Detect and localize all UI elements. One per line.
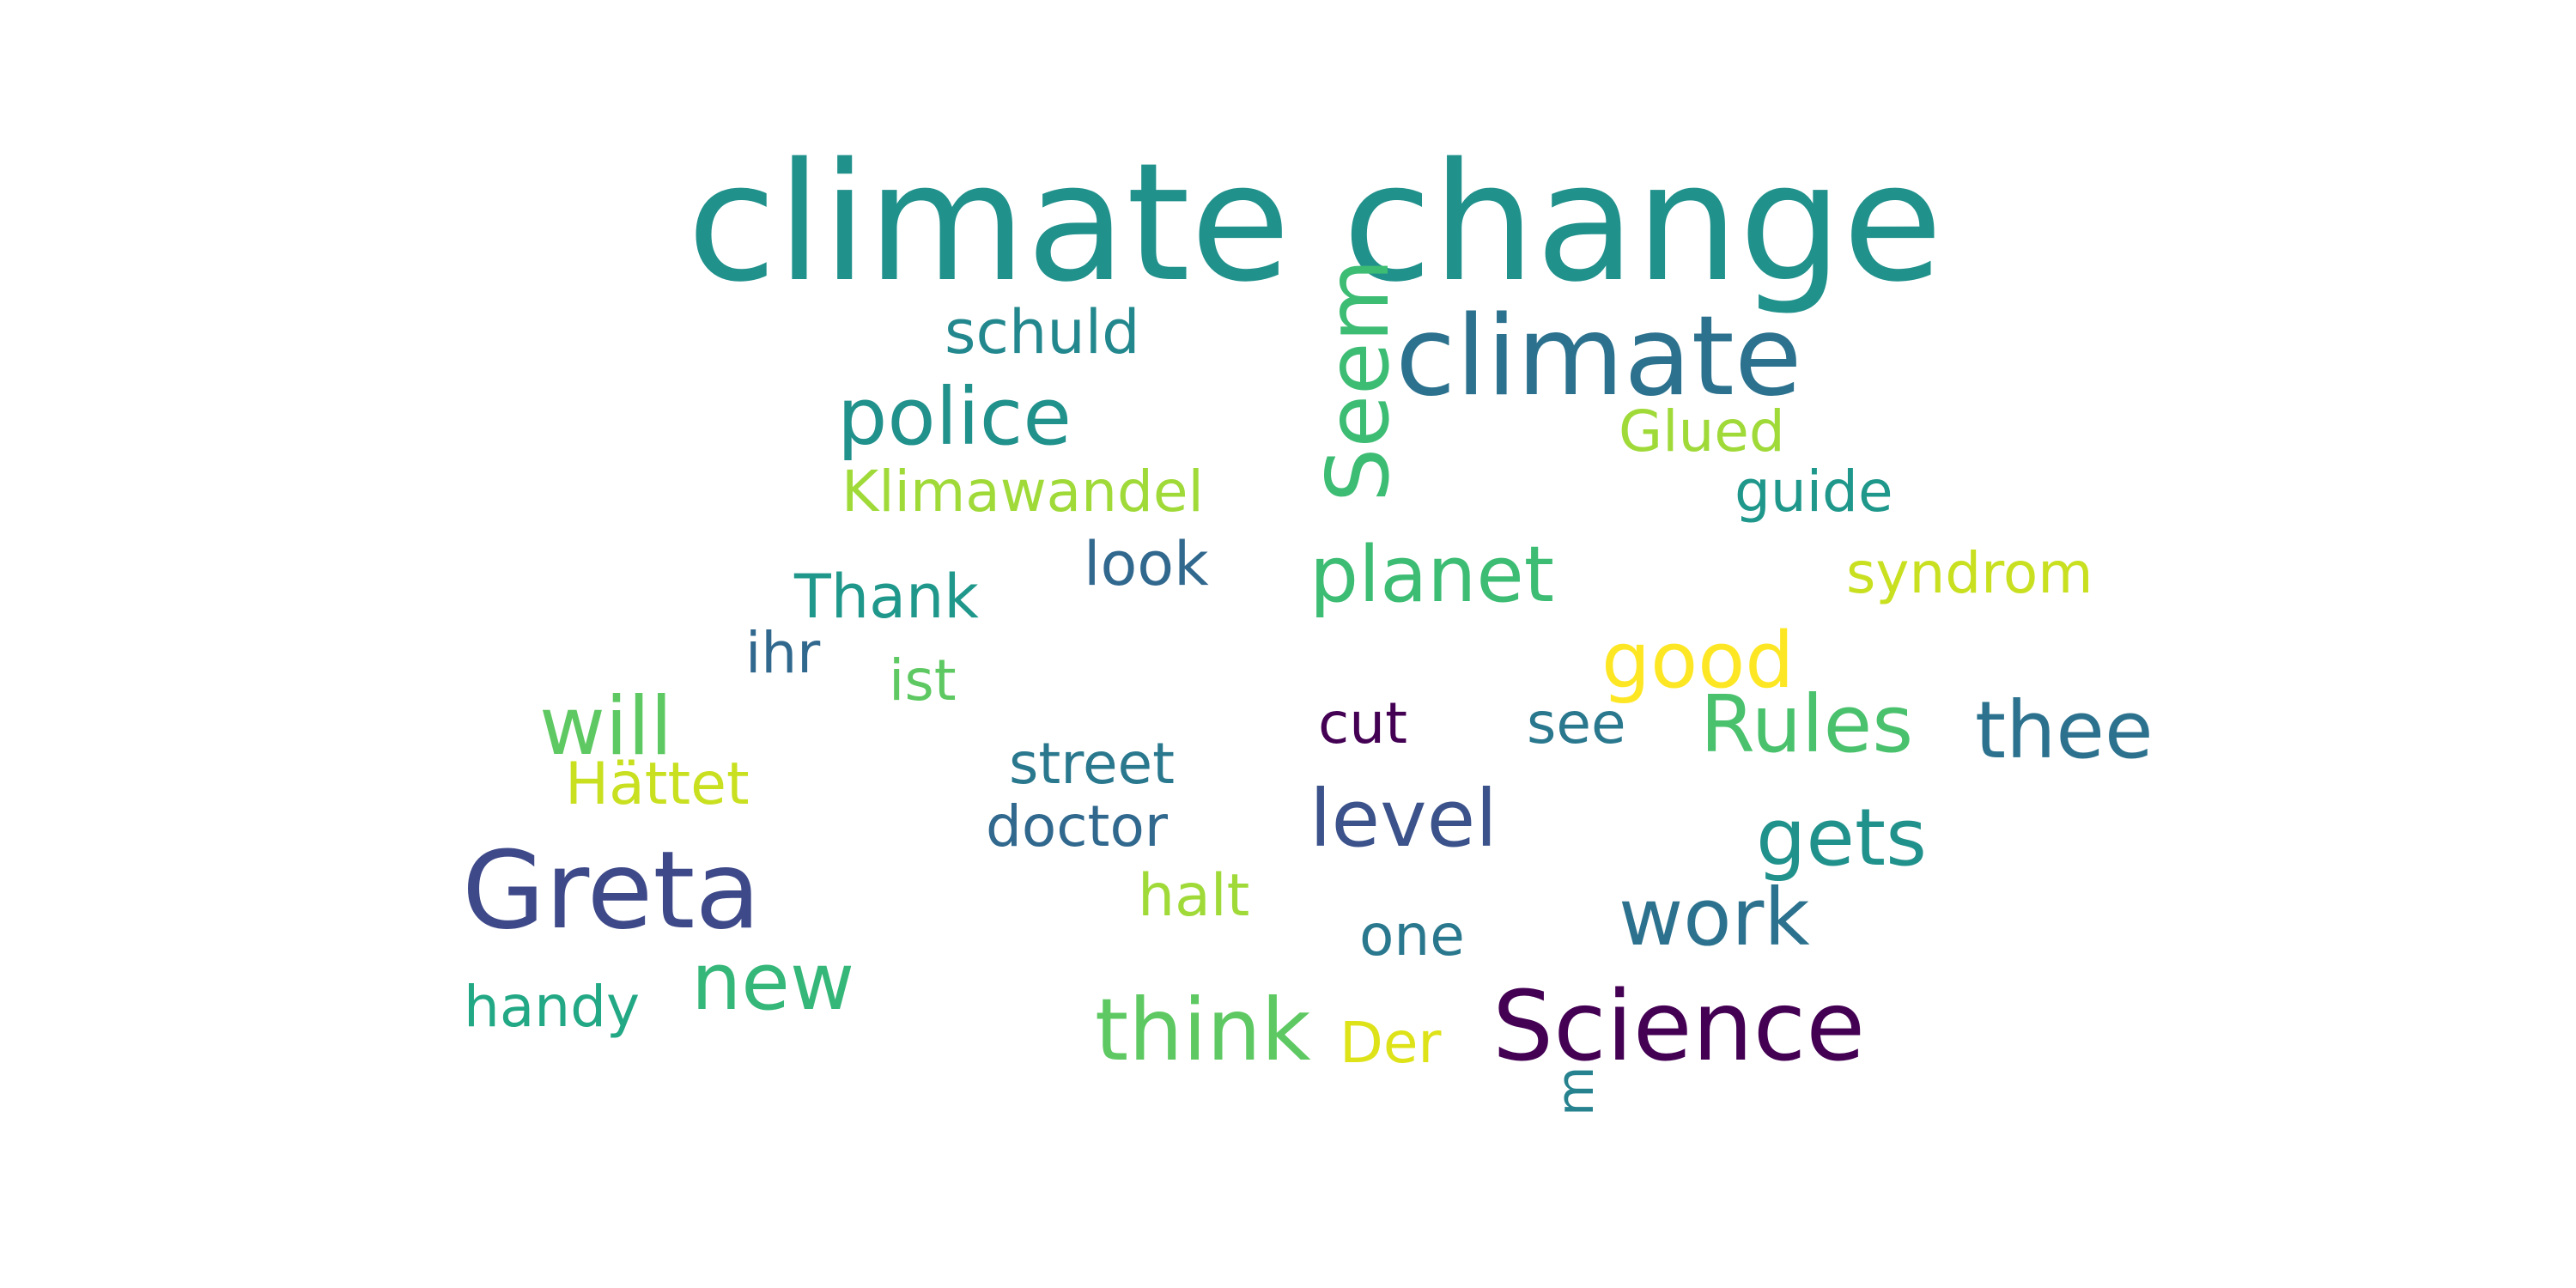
- word-see: see: [1527, 690, 1626, 756]
- word-street: street: [1009, 731, 1176, 797]
- word-guide: guide: [1735, 459, 1893, 525]
- word-look: look: [1084, 529, 1209, 599]
- word-greta: Greta: [462, 829, 762, 953]
- word-m: m: [1546, 1066, 1606, 1116]
- word-gets: gets: [1756, 792, 1928, 884]
- word-hättet: Hättet: [565, 750, 750, 818]
- word-climate: climate: [1395, 293, 1802, 421]
- word-new: new: [691, 936, 855, 1028]
- word-level: level: [1309, 773, 1498, 865]
- word-science: Science: [1492, 971, 1866, 1083]
- word-good: good: [1601, 616, 1795, 706]
- word-climate-change: climate change: [687, 128, 1943, 318]
- word-glued: Glued: [1619, 398, 1785, 465]
- word-schuld: schuld: [945, 297, 1140, 368]
- word-work: work: [1619, 872, 1810, 963]
- word-doctor: doctor: [986, 793, 1168, 860]
- word-handy: handy: [464, 974, 641, 1040]
- word-ihr: ihr: [745, 620, 821, 686]
- word-police: police: [837, 371, 1072, 463]
- word-ist: ist: [889, 647, 957, 714]
- word-thank: Thank: [794, 562, 979, 632]
- word-seem: Seem: [1308, 258, 1408, 502]
- word-think: think: [1095, 980, 1311, 1080]
- word-thee: thee: [1975, 684, 2154, 776]
- word-rules: Rules: [1700, 678, 1914, 770]
- word-syndrom: syndrom: [1846, 540, 2093, 606]
- word-klimawandel: Klimawandel: [841, 459, 1204, 525]
- word-cut: cut: [1318, 690, 1407, 756]
- word-halt: halt: [1138, 862, 1250, 930]
- word-one: one: [1359, 902, 1465, 969]
- word-will: will: [539, 680, 673, 774]
- word-der: Der: [1340, 1010, 1442, 1076]
- word-planet: planet: [1309, 530, 1554, 620]
